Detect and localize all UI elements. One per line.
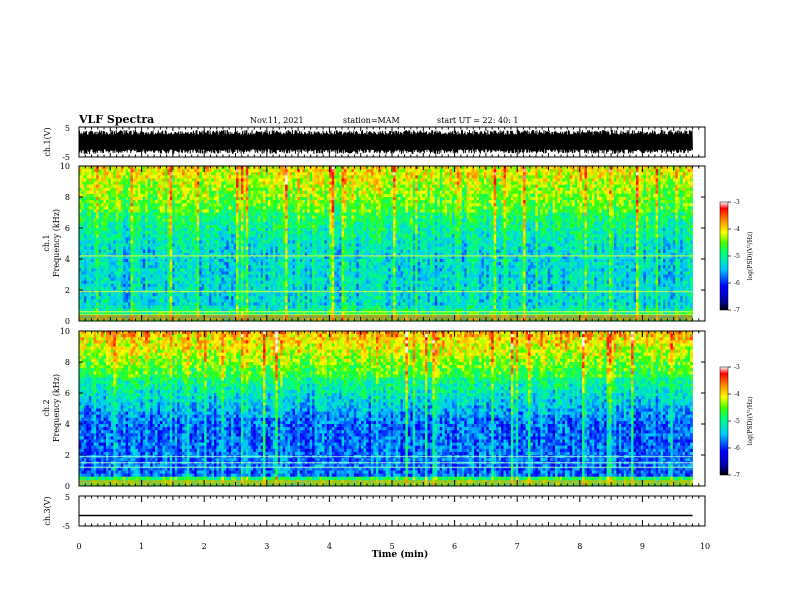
ch3-ytick-bottom: -5 [62,522,70,531]
date-label: Nov.11, 2021 [250,116,304,125]
ch1-ytick-label: 8 [65,193,70,202]
time-tick-label: 2 [202,542,207,551]
time-tick-label: 0 [76,542,81,551]
time-tick-label: 8 [577,542,582,551]
colorbar-tick-label: -3 [734,364,740,371]
colorbar-tick-label: -5 [734,418,740,425]
ch2-spectrogram-yticks: 0 2 4 6 8 10 [60,327,705,491]
ch1-ytick-label: 2 [65,286,70,295]
time-tick-label: 5 [389,542,394,551]
colorbar-tick-label: -4 [734,226,740,233]
ch2-ytick-label: 6 [65,389,70,398]
time-tick-label: 4 [327,542,332,551]
time-tick-label: 6 [452,542,457,551]
time-axis-ticks [78,127,706,526]
ch1-ytick-bottom: -5 [62,153,70,162]
ch1-colorbar-label: log(PSD)(V²/Hz) [747,232,754,281]
ch1-waveform-ylabel: ch.1(V) [43,127,52,156]
colorbar-tick-label: -7 [734,307,740,314]
ch2-colorbar [719,366,729,476]
ch1-spectrogram-ylabel-ch: ch.1 [42,234,51,251]
ch1-spectrogram-image [79,166,693,321]
colorbar-tick-label: -5 [734,253,740,260]
colorbar-tick-label: -7 [734,472,740,479]
ch2-ytick-label: 10 [60,327,70,336]
ch3-ytick-top: 5 [65,493,70,502]
ch2-spectrogram-image [79,331,693,486]
ch2-colorbar-label: log(PSD)(V²/Hz) [747,397,754,446]
time-axis-label: Time (min) [372,549,429,560]
colorbar-tick-label: -3 [734,199,740,206]
ch2-ytick-label: 4 [65,420,70,429]
ch3-waveform-ylabel: ch.3(V) [43,496,52,525]
ch3-waveform-panel: 5 -5 ch.3(V) [43,493,706,531]
time-tick-label: 1 [139,542,144,551]
ch1-waveform-trace [78,129,693,155]
ch2-ytick-label: 2 [65,451,70,460]
colorbar-tick-label: -6 [734,445,740,452]
ch1-ytick-label: 6 [65,224,70,233]
time-axis-tick-labels: 0 1 2 3 4 5 6 7 8 9 10 [76,542,710,551]
time-tick-label: 10 [700,542,710,551]
ch2-colorbar-ticks: -3 -4 -5 -6 -7 [728,364,740,479]
ch2-ytick-label: 8 [65,358,70,367]
ch1-ytick-label: 0 [65,317,70,326]
ch1-colorbar-ticks: -3 -4 -5 -6 -7 [728,199,740,314]
ch1-colorbar [719,201,729,311]
time-tick-label: 3 [264,542,269,551]
figure-title: VLF Spectra [78,113,154,126]
ch1-spectrogram-ylabel-freq: Frequency (kHz) [52,209,61,277]
time-tick-label: 7 [515,542,520,551]
ch1-spectrogram-yticks: 0 2 4 6 8 10 [60,162,705,326]
colorbar-tick-label: -4 [734,391,740,398]
colorbar-tick-label: -6 [734,280,740,287]
ch2-spectrogram-ylabel-freq: Frequency (kHz) [52,374,61,442]
start-time-label: start UT = 22: 40: 1 [437,116,518,125]
ch1-waveform-panel: 5 -5 ch.1(V) [43,124,706,162]
station-label: station=MAM [343,116,400,125]
ch2-spectrogram-ylabel-ch: ch.2 [42,399,51,416]
ch1-ytick-label: 10 [60,162,70,171]
ch1-ytick-label: 4 [65,255,70,264]
ch2-ytick-label: 0 [65,482,70,491]
time-tick-label: 9 [640,542,645,551]
ch1-ytick-top: 5 [65,124,70,133]
